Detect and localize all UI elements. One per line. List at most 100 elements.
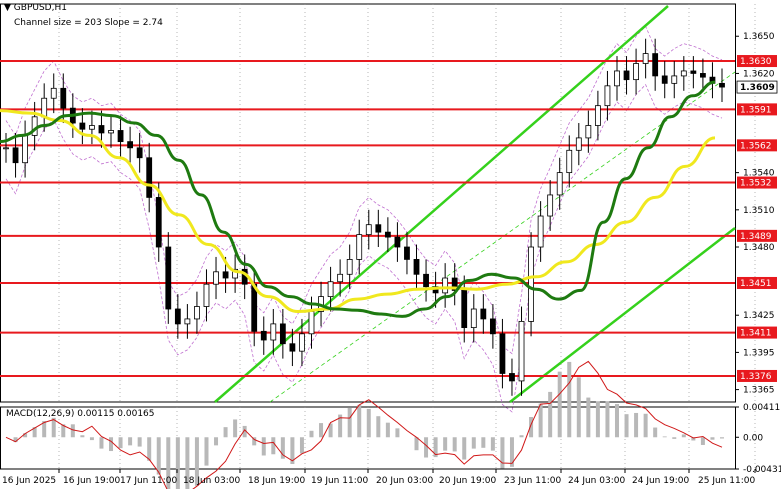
macd-histogram-bar bbox=[395, 428, 400, 438]
macd-histogram-bar bbox=[691, 437, 696, 441]
level-tag-label: 1.3376 bbox=[740, 372, 772, 382]
macd-panel: 0.00411 0.00 -0.00431 bbox=[0, 360, 781, 489]
time-label: 17 Jun 11:00 bbox=[120, 476, 177, 486]
time-axis: 16 Jun 2025 16 Jun 19:00 17 Jun 11:00 18 Ju… bbox=[2, 469, 756, 486]
macd-histogram-bar bbox=[614, 404, 619, 438]
macd-histogram-bar bbox=[13, 437, 18, 443]
level-tag bbox=[737, 139, 777, 152]
level-tag bbox=[737, 103, 777, 116]
candle-body bbox=[604, 85, 611, 107]
candle-body bbox=[184, 318, 191, 325]
time-label: 25 Jun 11:00 bbox=[698, 476, 755, 486]
candle-body bbox=[41, 97, 48, 118]
macd-histogram-bar bbox=[414, 437, 419, 451]
macd-histogram-bar bbox=[567, 361, 572, 438]
price-tick-label: 1.3620 bbox=[743, 69, 775, 79]
candle-body bbox=[680, 70, 687, 77]
macd-histogram-bar bbox=[471, 437, 476, 449]
level-tag-label: 1.3562 bbox=[740, 141, 772, 151]
macd-histogram-bar bbox=[700, 437, 705, 445]
candle-body bbox=[337, 273, 344, 283]
macd-histogram-bar bbox=[500, 437, 505, 469]
macd-histogram-bar bbox=[194, 437, 199, 486]
macd-histogram-bar bbox=[99, 437, 104, 449]
macd-histogram-bar bbox=[681, 434, 686, 438]
macd-histogram-bar bbox=[118, 437, 123, 449]
macd-histogram-bar bbox=[347, 407, 352, 438]
candle-body bbox=[575, 137, 582, 151]
candle-body bbox=[50, 87, 57, 99]
candle-body bbox=[117, 130, 124, 143]
level-tag bbox=[737, 229, 777, 242]
macd-histogram-bar bbox=[32, 427, 37, 438]
candle-body bbox=[327, 281, 334, 298]
time-label: 19 Jun 11:00 bbox=[311, 476, 368, 486]
macd-histogram-bar bbox=[452, 437, 457, 452]
level-tag-label: 1.3532 bbox=[740, 179, 772, 189]
candle-body bbox=[136, 147, 143, 159]
candle-body bbox=[3, 147, 9, 150]
candle-body bbox=[661, 75, 668, 84]
candle-body bbox=[614, 70, 620, 87]
macd-histogram-bar bbox=[51, 417, 56, 438]
level-tag-label: 1.3489 bbox=[740, 232, 772, 242]
symbol-label: ▼ GBPUSD,H1 bbox=[4, 3, 67, 13]
level-tag-label: 1.3451 bbox=[740, 279, 772, 289]
level-tag bbox=[737, 55, 777, 68]
envelope-bands bbox=[5, 25, 723, 413]
macd-histogram-bar bbox=[233, 419, 238, 438]
lower-band-line bbox=[5, 83, 723, 413]
candle-body bbox=[89, 125, 95, 130]
macd-histogram-bar bbox=[261, 437, 266, 456]
candle-body bbox=[470, 308, 477, 329]
price-tick-label: 1.3425 bbox=[743, 311, 775, 321]
level-tag bbox=[737, 326, 777, 339]
macd-histogram-bar bbox=[309, 430, 314, 438]
macd-histogram-bar bbox=[509, 437, 514, 467]
candle-body bbox=[213, 271, 219, 285]
candle-body bbox=[499, 333, 506, 374]
candle-body bbox=[509, 373, 515, 382]
candle-body bbox=[585, 125, 592, 139]
candle-body bbox=[98, 125, 105, 134]
candle-body bbox=[251, 283, 258, 332]
ma-slow-line bbox=[0, 109, 716, 314]
macd-histogram-bar bbox=[280, 437, 285, 459]
ma-fast-line bbox=[0, 80, 716, 318]
macd-histogram-bar bbox=[185, 437, 190, 489]
candle-body bbox=[690, 70, 697, 74]
candle-body bbox=[155, 197, 162, 248]
candle-body bbox=[203, 283, 210, 307]
candle-body bbox=[127, 141, 134, 149]
macd-histogram-bar bbox=[223, 427, 228, 438]
macd-histogram-bar bbox=[376, 416, 381, 438]
candle-body bbox=[60, 87, 67, 109]
macd-histogram-bar bbox=[605, 401, 610, 438]
candle-body bbox=[384, 231, 391, 238]
candle-body bbox=[700, 73, 706, 78]
current-price-tag bbox=[736, 80, 778, 94]
macd-histogram-bar bbox=[147, 437, 152, 461]
macd-histogram-bar bbox=[61, 424, 66, 438]
price-frame bbox=[0, 3, 736, 403]
candle-body bbox=[270, 323, 277, 341]
macd-histogram-bar bbox=[643, 413, 648, 438]
symbol-arrow-icon: ▼ bbox=[4, 3, 11, 13]
candle-body bbox=[547, 194, 554, 217]
macd-histogram-bar bbox=[443, 437, 448, 451]
macd-histogram-bar bbox=[595, 401, 600, 438]
macd-histogram-bar bbox=[338, 414, 343, 438]
macd-histogram-bar bbox=[433, 437, 438, 458]
macd-histogram-bar bbox=[357, 404, 362, 438]
macd-histogram-bar bbox=[271, 437, 276, 455]
price-tick-label: 1.3510 bbox=[743, 206, 775, 216]
candle-body bbox=[489, 318, 496, 335]
macd-histogram-bar bbox=[586, 397, 591, 438]
support-resistance-levels: 1.3630 1.3591 1.3562 1.3532 1.3489 1.3451 1.34… bbox=[0, 55, 777, 382]
candle-body bbox=[518, 321, 525, 382]
macd-histogram-bar bbox=[204, 437, 209, 466]
macd-histogram-bar bbox=[385, 422, 390, 438]
price-grid bbox=[0, 3, 756, 403]
macd-histogram-bar bbox=[538, 403, 543, 438]
level-tag-label: 1.3591 bbox=[740, 105, 772, 115]
